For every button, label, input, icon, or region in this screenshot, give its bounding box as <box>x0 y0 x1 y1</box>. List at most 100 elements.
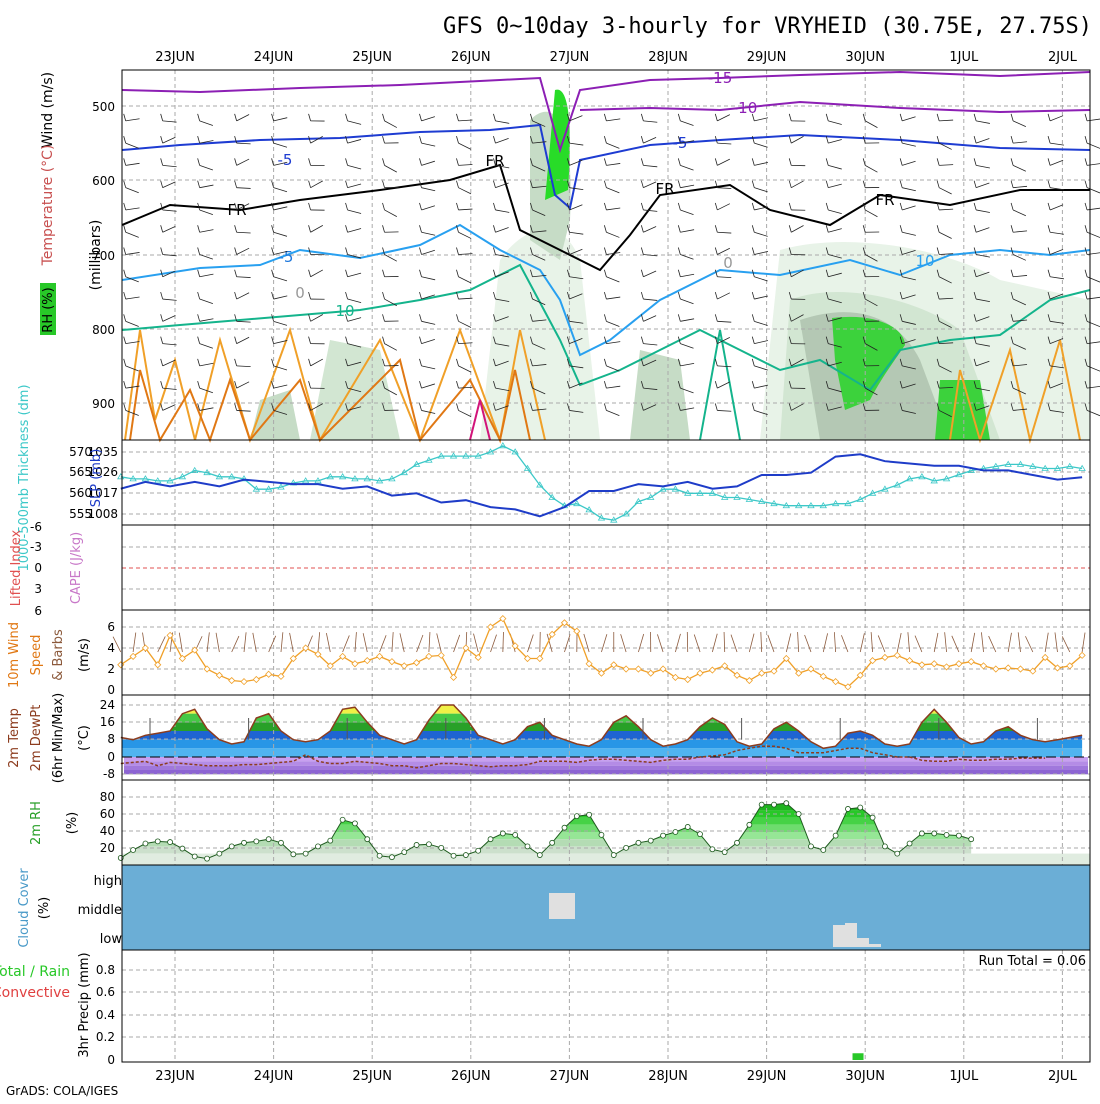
wind10m-point <box>364 658 370 664</box>
wind-barb <box>237 382 249 388</box>
wind10m-barb <box>363 633 367 652</box>
wind-barb <box>385 255 397 262</box>
wind10m-barb <box>761 632 762 652</box>
wind10m-point <box>993 666 999 672</box>
wind-barb <box>126 232 139 237</box>
wind-barb <box>237 232 251 233</box>
wind10m-barb <box>290 633 294 652</box>
temp2m-tick-label: 8 <box>107 732 115 746</box>
wind-barb-flag <box>789 181 791 188</box>
rh2m-point <box>525 844 530 849</box>
wind-barb <box>422 232 436 235</box>
wind-barb <box>237 337 249 343</box>
wind-barb <box>422 161 435 165</box>
temp2m-tick-label: -8 <box>103 767 115 781</box>
rh2m-tick-label: 80 <box>100 790 115 804</box>
wind10m-barb <box>454 635 460 652</box>
wind-barb-flag <box>1048 225 1050 232</box>
wind-barb <box>717 159 730 165</box>
wind-barb <box>422 339 435 343</box>
wind-barb <box>1013 165 1026 171</box>
wind-barb <box>311 270 323 277</box>
wind-barb <box>163 405 176 411</box>
wind10m-point <box>426 653 432 659</box>
rh2m-point <box>796 812 801 817</box>
wind-barb <box>348 121 362 125</box>
wind-barb-flag <box>826 158 828 165</box>
wind-barb-flag <box>309 314 311 321</box>
wind-barb-flag <box>161 403 163 410</box>
wind-barb-flag <box>900 114 902 121</box>
wind10m-barb <box>392 632 393 652</box>
wind-barb <box>274 207 288 210</box>
wind-barb <box>754 366 767 370</box>
rh2m-point <box>858 805 863 810</box>
wind-barb-flag <box>789 203 791 210</box>
wind-barb <box>754 162 768 165</box>
rh2m-point <box>747 822 752 827</box>
li-tick-label: 3 <box>34 582 42 596</box>
wind-barb-flag <box>715 359 717 366</box>
wind-barb <box>606 119 620 121</box>
wind-barb-flag <box>346 248 348 255</box>
wind-barb-flag <box>900 203 902 210</box>
wind-barb <box>200 319 214 322</box>
rh2m-point <box>808 844 813 849</box>
wind10m-point <box>377 653 383 659</box>
wind-barb <box>754 321 767 325</box>
wind-barb-flag <box>900 158 902 165</box>
wind-barb <box>1050 232 1064 234</box>
rh2m-point <box>821 848 826 853</box>
wind10m-barb <box>712 634 717 652</box>
rh2m-point <box>722 850 727 855</box>
wind-barb-flag <box>161 314 163 321</box>
wind-barb-flag <box>198 337 200 344</box>
rh2m-point <box>698 832 703 837</box>
wind-barb <box>237 321 251 322</box>
wind-barb <box>200 363 214 366</box>
wind-barb <box>274 232 287 236</box>
wind-barb-flag <box>1085 292 1087 299</box>
rh2m-point <box>365 837 370 842</box>
precip-tick-label: 0.4 <box>96 1008 115 1022</box>
temp-band <box>122 705 1090 714</box>
wind-barb-flag <box>309 158 311 165</box>
wind-barb <box>237 159 249 165</box>
wind10m-point <box>1017 666 1023 672</box>
wind-barb-flag <box>124 136 126 143</box>
wind-barb-flag <box>715 114 717 121</box>
wind-barb <box>237 410 251 411</box>
wind-barb <box>606 366 619 371</box>
wind-barb-flag <box>604 359 606 366</box>
wind-barb-flag <box>752 181 754 188</box>
wind-barb-flag <box>124 270 126 277</box>
wind10m-point <box>919 662 925 668</box>
upper-ylabel-mb: (millibars) <box>88 220 104 291</box>
wind-barb-flag <box>309 359 311 366</box>
cloud-ylabel: Cloud Cover <box>17 868 32 948</box>
wind-barb <box>348 210 362 214</box>
temp2m-ylabel-1: 2m Temp <box>7 708 22 768</box>
rh-bands <box>122 796 1090 854</box>
wind-barb-flag <box>346 181 348 188</box>
rh2m-point <box>451 853 456 858</box>
wind-barb <box>1087 119 1100 121</box>
wind10m-point <box>635 666 641 672</box>
bottom-date-label: 29JUN <box>747 1069 787 1084</box>
wind-barb-flag <box>604 158 606 165</box>
wind-barb-flag <box>604 248 606 255</box>
temp2m-tick-label: 16 <box>100 715 115 729</box>
wind-barb <box>606 232 619 237</box>
rh2m-point <box>328 838 333 843</box>
wind-barb-flag <box>198 225 200 232</box>
wind-barb-flag <box>493 292 495 299</box>
wind10m-barb <box>318 632 320 652</box>
rh-band <box>122 846 1090 853</box>
wind-barb <box>680 344 693 349</box>
wind-barb <box>902 188 916 191</box>
wind-barb-flag <box>456 359 458 366</box>
wind-barb <box>976 210 990 213</box>
wind-barb-flag <box>604 314 606 321</box>
wind-barb-flag <box>641 114 643 121</box>
